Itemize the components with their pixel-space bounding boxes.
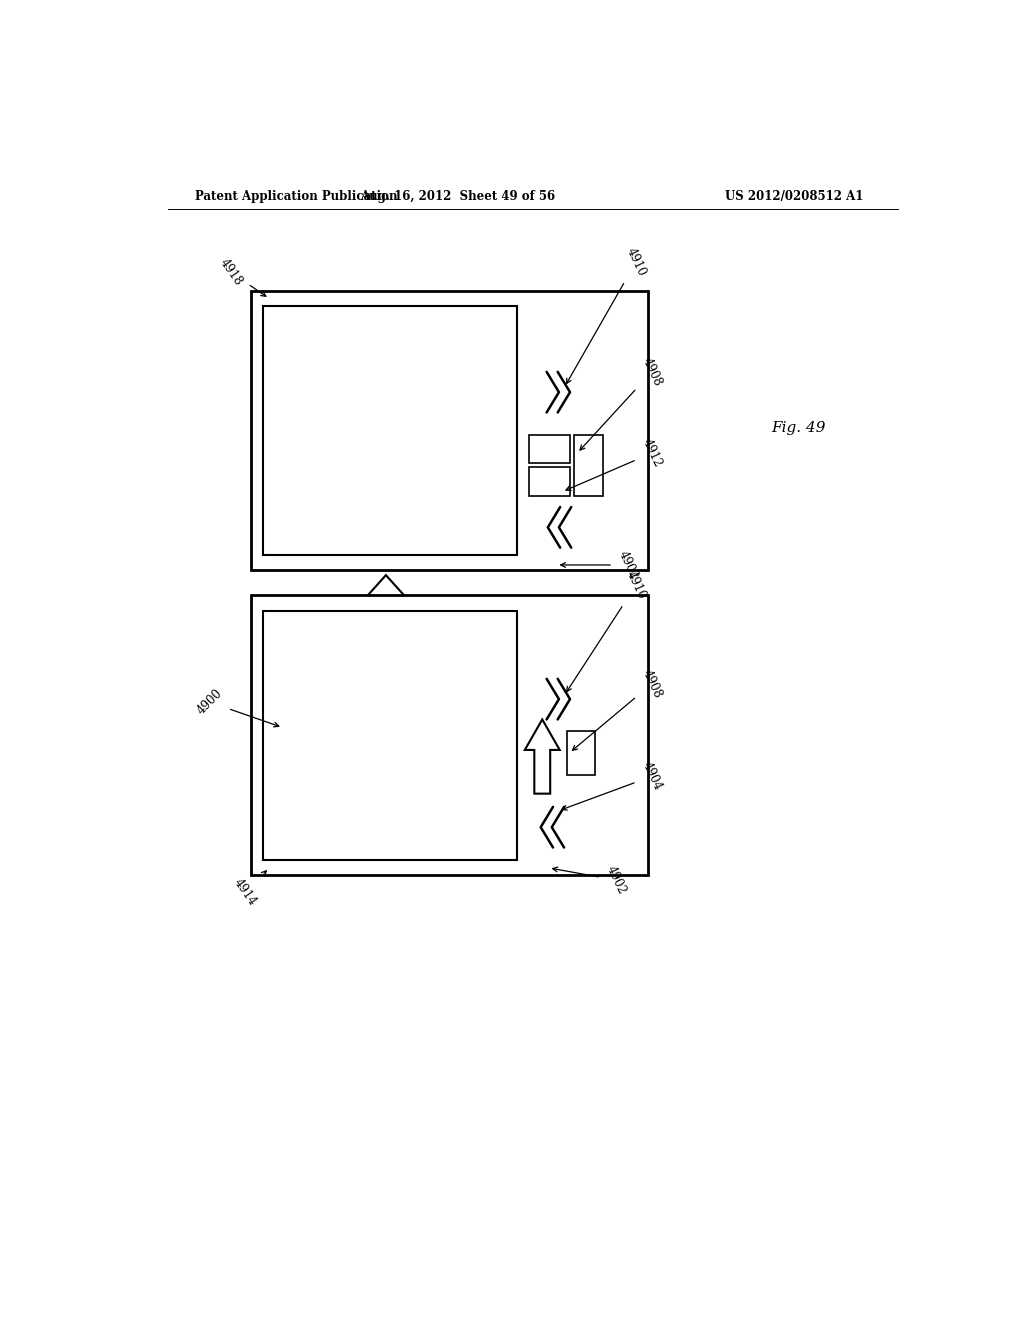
Bar — [528, 434, 570, 463]
Bar — [567, 731, 595, 775]
Bar — [251, 595, 648, 875]
Text: 4918: 4918 — [217, 256, 266, 296]
Text: 4912: 4912 — [566, 437, 664, 491]
Bar — [263, 611, 517, 859]
Text: Fig. 49: Fig. 49 — [771, 421, 825, 434]
Bar — [263, 306, 517, 554]
Polygon shape — [340, 576, 431, 667]
Text: Patent Application Publication: Patent Application Publication — [196, 190, 398, 202]
Bar — [574, 434, 602, 496]
Text: 4904: 4904 — [562, 760, 664, 810]
Text: 4908: 4908 — [572, 668, 664, 750]
Text: Aug. 16, 2012  Sheet 49 of 56: Aug. 16, 2012 Sheet 49 of 56 — [359, 190, 555, 202]
Text: 4908: 4908 — [580, 355, 664, 450]
Polygon shape — [524, 719, 560, 793]
Text: 4910: 4910 — [566, 246, 648, 384]
Text: US 2012/0208512 A1: US 2012/0208512 A1 — [725, 190, 864, 202]
Text: 4902: 4902 — [561, 549, 640, 581]
Bar — [528, 467, 570, 496]
Text: 4902: 4902 — [553, 863, 629, 896]
Bar — [251, 290, 648, 570]
Text: 4900: 4900 — [195, 686, 279, 727]
Text: 4910: 4910 — [566, 569, 648, 692]
Text: 4914: 4914 — [231, 871, 266, 908]
